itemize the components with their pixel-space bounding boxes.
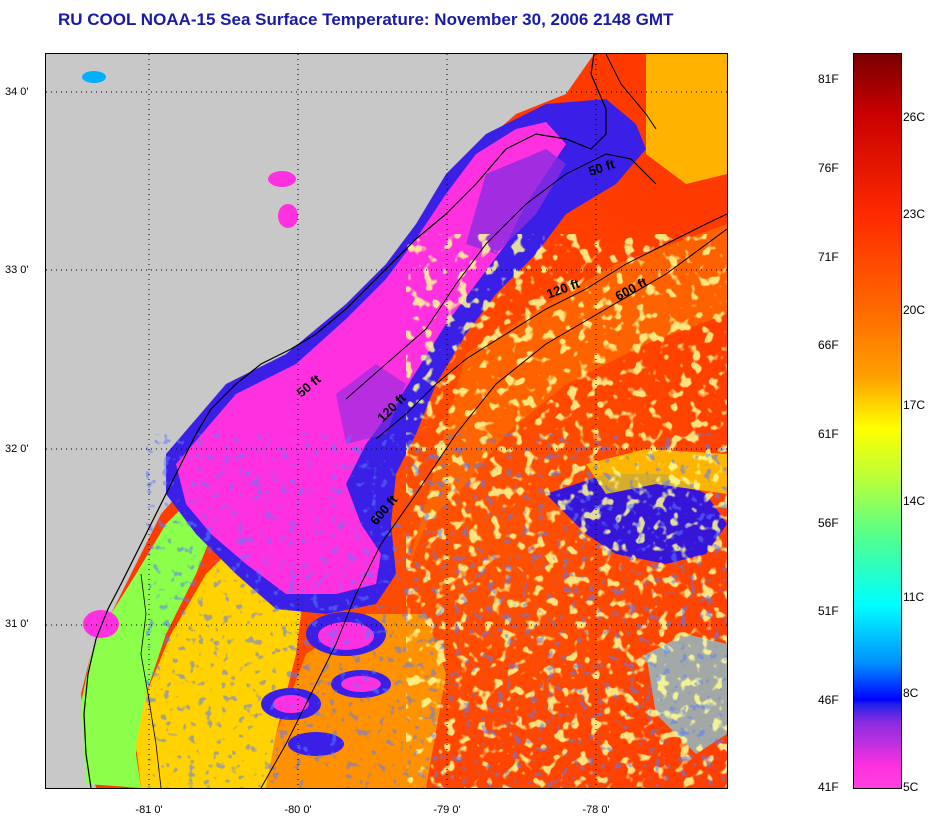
- colorbar-label-81f: 81F: [818, 72, 839, 86]
- colorbar-label-71f: 71F: [818, 250, 839, 264]
- colorbar-label-56f: 56F: [818, 516, 839, 530]
- graticule: [46, 54, 727, 788]
- colorbar-label-46f: 46F: [818, 693, 839, 707]
- lat-label-34: 34 0': [5, 86, 29, 98]
- outer-banks-coastline: [605, 54, 657, 130]
- colorbar-label-23c: 23C: [903, 207, 926, 221]
- lon-label-81: -81 0': [135, 804, 163, 816]
- inland-lake-1: [268, 171, 296, 187]
- inlet-cold-blob: [83, 610, 119, 638]
- lon-label-79: -79 0': [433, 804, 461, 816]
- isobath-600ft: [260, 228, 727, 788]
- colorbar-label-11c: 11C: [903, 590, 925, 604]
- colorbar-label-51f: 51F: [818, 604, 839, 618]
- sst-map-canvas: 50 ft 120 ft 600 ft 50 ft 120 ft 600 ft: [46, 54, 727, 788]
- colorbar-label-14c: 14C: [903, 494, 926, 508]
- cold-speckle-texture: [146, 434, 727, 788]
- isobath-120ft: [375, 213, 727, 440]
- colorbar-label-26c: 26C: [903, 110, 926, 124]
- inland-lake-3: [82, 71, 106, 83]
- lon-label-80: -80 0': [284, 804, 312, 816]
- map-title: RU COOL NOAA-15 Sea Surface Temperature:…: [58, 10, 674, 29]
- cold-water-purple-patch: [466, 149, 566, 254]
- cold-water-purple-patch-2: [336, 364, 406, 444]
- barrier-island-line: [140, 573, 162, 788]
- lat-label-33: 33 0': [5, 264, 29, 276]
- colorbar-label-17c: 17C: [903, 398, 926, 412]
- lat-label-31: 31 0': [5, 618, 29, 630]
- offshore-yellow-patch: [646, 54, 727, 184]
- colorbar-label-61f: 61F: [818, 427, 839, 441]
- colorbar-label-8c: 8C: [903, 686, 919, 700]
- inland-lake-2: [278, 204, 298, 228]
- sst-map[interactable]: 50 ft 120 ft 600 ft 50 ft 120 ft 600 ft: [45, 53, 728, 789]
- lon-label-78: -78 0': [582, 804, 610, 816]
- colorbar-label-41f: 41F: [818, 780, 839, 794]
- coastline: [83, 54, 607, 788]
- isobath-50ft: [345, 153, 657, 400]
- colorbar-label-66f: 66F: [818, 338, 839, 352]
- colorbar-label-20c: 20C: [903, 303, 926, 317]
- lat-label-32: 32 0': [5, 443, 29, 455]
- temperature-colorbar: [853, 53, 902, 789]
- colorbar-label-76f: 76F: [818, 161, 839, 175]
- colorbar-label-5c: 5C: [903, 780, 919, 794]
